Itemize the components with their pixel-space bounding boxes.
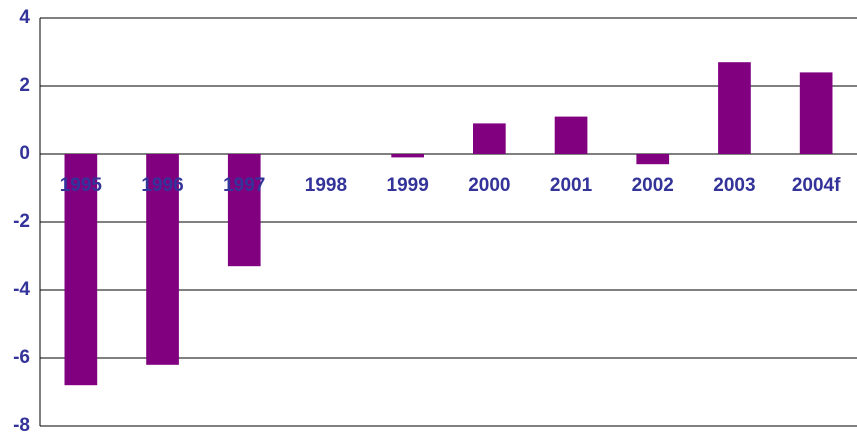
x-tick-label: 2002 (632, 175, 674, 196)
y-tick-label: -6 (13, 347, 30, 368)
x-tick-label: 1997 (223, 175, 265, 196)
bar (799, 72, 833, 154)
y-tick-label: -4 (13, 279, 30, 300)
x-tick-label: 1999 (387, 175, 429, 196)
bar (146, 154, 179, 365)
y-tick-label: 0 (19, 143, 30, 164)
bar (636, 154, 670, 165)
x-tick-label: 2004f (792, 175, 841, 196)
x-tick-label: 2003 (713, 175, 755, 196)
bar (227, 154, 261, 267)
y-tick-label: -2 (13, 211, 30, 232)
bar (64, 154, 98, 386)
bar (554, 116, 588, 154)
y-tick-label: 2 (19, 75, 30, 96)
y-tick-label: 4 (19, 7, 30, 28)
x-tick-label: 1996 (141, 175, 183, 196)
x-tick-label: 2000 (468, 175, 510, 196)
x-tick-label: 2001 (550, 175, 593, 196)
y-tick-label: -8 (13, 415, 30, 434)
x-tick-label: 1998 (305, 175, 347, 196)
x-tick-label: 1995 (60, 175, 103, 196)
bar (718, 62, 751, 155)
bar (391, 154, 424, 158)
bar (473, 123, 506, 154)
